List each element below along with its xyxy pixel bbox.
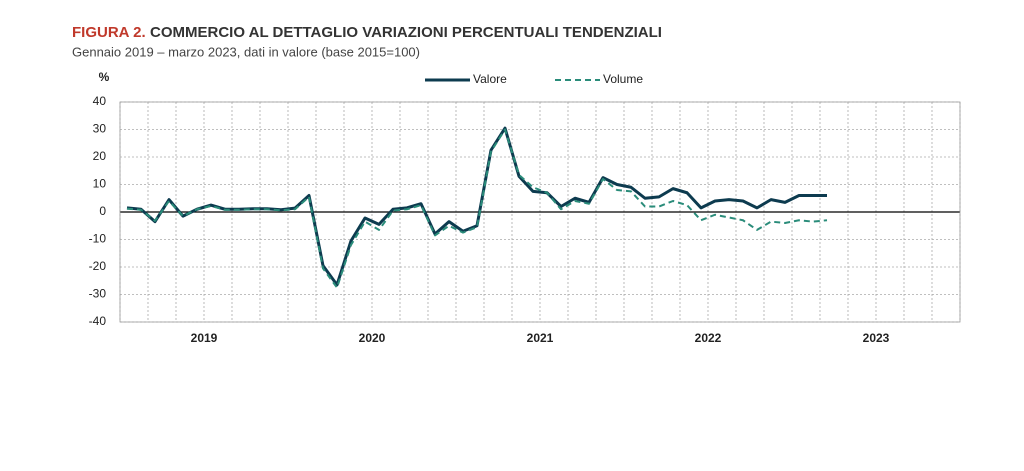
- chart-subtitle: Gennaio 2019 – marzo 2023, dati in valor…: [72, 44, 420, 59]
- y-tick-label: -10: [89, 232, 107, 246]
- y-tick-label: -40: [89, 314, 107, 328]
- y-axis-label: %: [99, 70, 110, 84]
- x-tick-label: 2019: [191, 331, 218, 345]
- x-tick-label: 2021: [527, 331, 554, 345]
- legend-label: Valore: [473, 72, 507, 86]
- y-tick-label: -20: [89, 259, 107, 273]
- y-tick-label: 0: [99, 204, 106, 218]
- legend-label: Volume: [603, 72, 643, 86]
- chart-title: COMMERCIO AL DETTAGLIO VARIAZIONI PERCEN…: [150, 24, 662, 41]
- y-tick-label: 30: [93, 122, 107, 136]
- series-line: [126, 126, 827, 287]
- x-tick-label: 2022: [695, 331, 722, 345]
- plot-frame: [119, 101, 961, 323]
- x-tick-label: 2020: [359, 331, 386, 345]
- figure-label: FIGURA 2.: [72, 24, 146, 41]
- y-tick-label: 10: [93, 177, 107, 191]
- y-tick-label: 40: [93, 94, 107, 108]
- y-tick-label: -30: [89, 287, 107, 301]
- x-tick-label: 2023: [863, 331, 890, 345]
- y-tick-label: 20: [93, 149, 107, 163]
